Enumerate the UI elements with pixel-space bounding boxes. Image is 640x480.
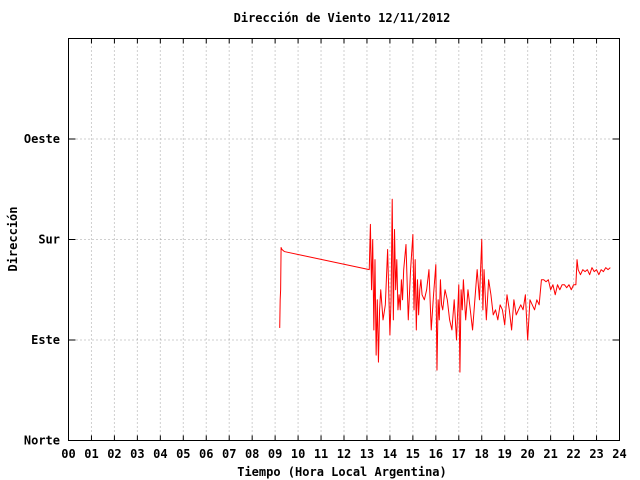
x-tick-label: 22 [566,447,580,461]
grid-layer [68,38,620,441]
x-tick-label: 24 [612,447,626,461]
y-tick-labels: Norte Este Sur Oeste [24,132,60,448]
x-tick-label: 17 [452,447,466,461]
x-tick-label: 04 [153,447,167,461]
x-tick-label: 21 [543,447,557,461]
x-tick-label: 00 [61,447,75,461]
x-tick-label: 18 [475,447,489,461]
y-axis-label: Dirección [6,206,20,271]
x-tick-label: 11 [314,447,328,461]
y-tick-label: Oeste [24,132,60,146]
plot-frame [68,38,620,441]
x-tick-label: 06 [199,447,213,461]
x-tick-label: 10 [291,447,305,461]
chart-title: Dirección de Viento 12/11/2012 [234,11,451,25]
series-line-direction [279,198,611,373]
x-tick-label: 23 [589,447,603,461]
x-tick-label: 13 [360,447,374,461]
x-tick-label: 16 [429,447,443,461]
x-tick-label: 01 [84,447,98,461]
x-tick-label: 08 [245,447,259,461]
x-tick-labels: 00 01 02 03 04 05 06 07 08 09 10 11 12 13 14 15 16 17 18 19… [61,447,626,461]
x-tick-label: 15 [406,447,420,461]
tick-layer [68,38,620,441]
x-tick-label: 14 [383,447,397,461]
x-tick-label: 19 [497,447,511,461]
y-tick-label: Este [31,333,60,347]
y-tick-label: Sur [38,233,60,247]
x-tick-label: 05 [176,447,190,461]
x-tick-label: 02 [107,447,121,461]
x-tick-label: 07 [222,447,236,461]
x-tick-label: 09 [268,447,282,461]
x-axis-label: Tiempo (Hora Local Argentina) [237,465,447,479]
x-tick-label: 03 [130,447,144,461]
x-tick-label: 12 [337,447,351,461]
x-tick-label: 20 [520,447,534,461]
y-tick-label: Norte [24,434,60,448]
